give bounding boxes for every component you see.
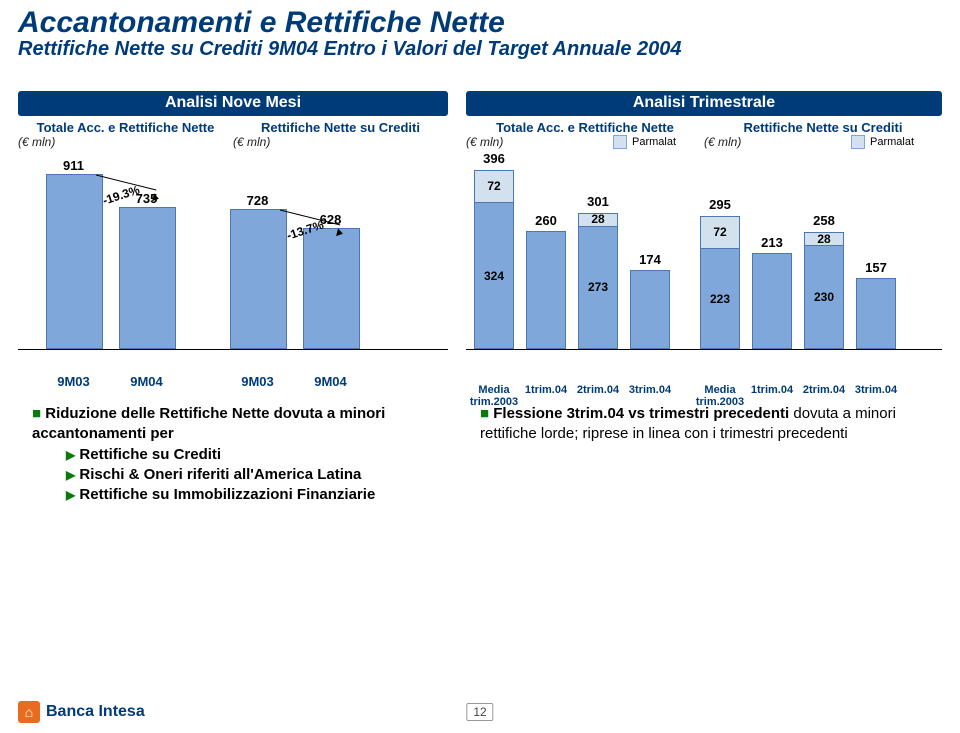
tri-icon: ▶ <box>66 448 75 462</box>
bar-base-segment <box>630 270 670 349</box>
left-sub-2: Rischi & Oneri riferiti all'America Lati… <box>79 466 361 483</box>
left-bar-chart: 911735728628-19.3%-13.7% <box>18 159 448 350</box>
bar-top-value: 28 <box>568 212 628 226</box>
page-title: Accantonamenti e Rettifiche Nette <box>18 6 942 40</box>
bar-value: 728 <box>228 193 288 208</box>
left-panel: Analisi Nove Mesi Totale Acc. e Rettific… <box>18 91 448 380</box>
stacked-bar <box>630 270 670 349</box>
right-col2: Rettifiche Nette su Crediti <box>704 120 942 135</box>
tri-icon: ▶ <box>66 468 75 482</box>
bar-base-value: 324 <box>464 269 524 283</box>
bar-base-segment <box>752 253 792 349</box>
bar-top-value: 72 <box>690 225 750 239</box>
brand-mark-icon: ⌂ <box>18 701 40 723</box>
right-unit-2: (€ mln) <box>704 135 823 149</box>
legend-label-2: Parmalat <box>870 136 914 148</box>
bar-total-value: 301 <box>568 194 628 209</box>
right-header: Analisi Trimestrale <box>466 91 942 116</box>
category-label: 2trim.04 <box>570 380 626 396</box>
bullet-icon: ■ <box>32 405 41 422</box>
category-label: Media trim.2003 <box>466 380 522 408</box>
left-unit-2: (€ mln) <box>233 135 448 149</box>
category-label: 3trim.04 <box>622 380 678 396</box>
bar-base-segment <box>526 231 566 349</box>
bar-base-value: 213 <box>742 235 802 250</box>
left-sub-3: Rettifiche su Immobilizzazioni Finanziar… <box>79 486 375 503</box>
stacked-bar <box>752 253 792 349</box>
category-label: 3trim.04 <box>848 380 904 396</box>
bar-base-segment <box>856 278 896 349</box>
bar-base-value: 273 <box>568 280 628 294</box>
bar-total-value: 258 <box>794 213 854 228</box>
right-col1: Totale Acc. e Rettifiche Nette <box>466 120 704 135</box>
bar-base-value: 174 <box>620 252 680 267</box>
right-bullet-a: Flessione 3trim.04 vs trimestri preceden… <box>493 405 793 422</box>
bar <box>303 228 360 349</box>
bar-total-value: 295 <box>690 197 750 212</box>
brand-logo: ⌂ Banca Intesa <box>18 701 145 723</box>
legend-label-1: Parmalat <box>632 136 676 148</box>
left-unit-1: (€ mln) <box>18 135 233 149</box>
left-bullets: ■ Riduzione delle Rettifiche Nette dovut… <box>32 404 462 505</box>
right-panel: Analisi Trimestrale Totale Acc. e Rettif… <box>466 91 942 380</box>
bar <box>46 174 103 349</box>
left-col1: Totale Acc. e Rettifiche Nette <box>18 120 233 135</box>
category-label: 1trim.04 <box>518 380 574 396</box>
page-number: 12 <box>466 703 493 721</box>
right-stacked-chart: 7232439626028273301174722232952132823025… <box>466 159 942 350</box>
bar-value: 911 <box>44 158 104 173</box>
left-bullet-main: Riduzione delle Rettifiche Nette dovuta … <box>32 405 385 442</box>
bar-base-value: 260 <box>516 213 576 228</box>
stacked-bar <box>474 170 514 349</box>
page-subtitle: Rettifiche Nette su Crediti 9M04 Entro i… <box>18 38 942 61</box>
brand-name: Banca Intesa <box>46 703 145 721</box>
stacked-bar <box>526 231 566 349</box>
bar-top-value: 28 <box>794 232 854 246</box>
left-sub-1: Rettifiche su Crediti <box>79 446 221 463</box>
category-label: 2trim.04 <box>796 380 852 396</box>
category-label: 1trim.04 <box>744 380 800 396</box>
bar-total-value: 396 <box>464 151 524 166</box>
stacked-bar <box>856 278 896 349</box>
legend-swatch-2 <box>851 135 865 149</box>
bar-base-value: 230 <box>794 290 854 304</box>
right-unit-1: (€ mln) <box>466 135 585 149</box>
bar <box>119 207 176 349</box>
bar <box>230 209 287 349</box>
category-label: 9M04 <box>271 370 391 389</box>
right-bullets: ■ Flessione 3trim.04 vs trimestri preced… <box>480 404 942 505</box>
tri-icon: ▶ <box>66 488 75 502</box>
legend-swatch-1 <box>613 135 627 149</box>
bar-top-value: 72 <box>464 179 524 193</box>
bar-base-value: 223 <box>690 292 750 306</box>
bar-base-value: 157 <box>846 260 906 275</box>
left-col2: Rettifiche Nette su Crediti <box>233 120 448 135</box>
category-label: 9M04 <box>87 370 207 389</box>
left-header: Analisi Nove Mesi <box>18 91 448 116</box>
category-label: Media trim.2003 <box>692 380 748 408</box>
